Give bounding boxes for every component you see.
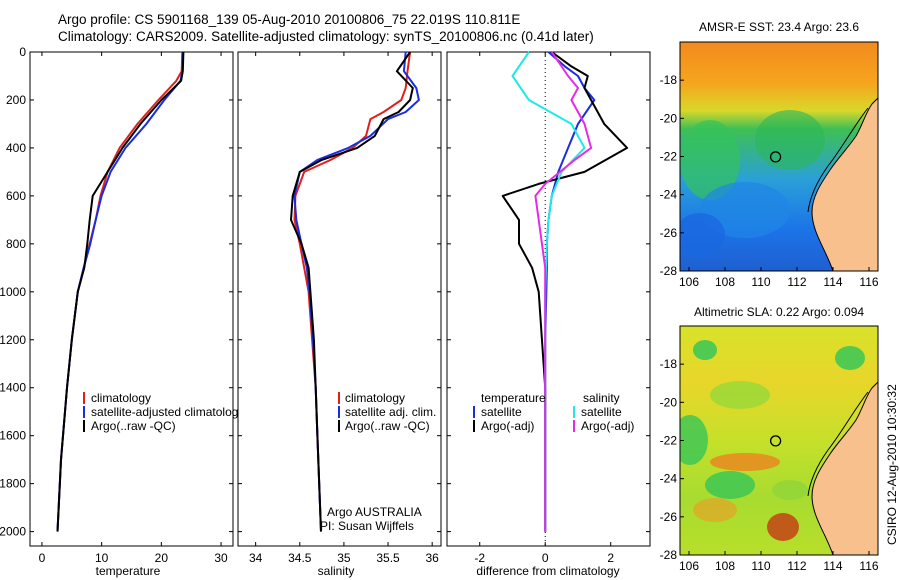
map-y-tick-label: -26 (660, 226, 678, 240)
series-line-argo-raw-qc- (56, 51, 185, 532)
series-line-argo-raw-qc- (290, 51, 414, 532)
x-tick-label: 35 (337, 551, 351, 565)
temperature-xlabel: temperature (96, 564, 161, 578)
y-tick-label: 400 (6, 141, 26, 155)
difference-legend: temperature satellite Argo(-adj) salinit… (473, 391, 634, 433)
map-y-tick-label: -24 (660, 472, 678, 486)
salinity-legend: climatology satellite adj. clim. Argo(..… (320, 391, 436, 533)
salinity-xlabel: salinity (318, 564, 355, 578)
sst-map-panel: AMSR-E SST: 23.4 Argo: 23.6 106 108 110 112… (660, 20, 879, 289)
legend-label-satellite: satellite-adjusted climatolog (91, 405, 238, 419)
map-y-tick-label: -18 (660, 73, 678, 87)
y-tick-label: 800 (6, 237, 26, 251)
y-tick-label: 1200 (0, 333, 26, 347)
map-y-tick-label: -28 (660, 548, 678, 562)
map-x-tick-label: 114 (823, 559, 842, 573)
y-tick-label: 1600 (0, 429, 26, 443)
difference-xlabel: difference from climatology (476, 564, 619, 578)
y-tick-label: 200 (6, 93, 26, 107)
sla-map-panel: Altimetric SLA: 0.22 Argo: 0.094 106 108 1… (660, 305, 879, 573)
y-tick-label: 0 (19, 45, 26, 59)
x-tick-label: 2 (607, 551, 614, 565)
map-y-tick-label: -26 (660, 510, 678, 524)
salinity-panel: 34 34.5 35 35.5 36 salinity (237, 51, 442, 578)
temperature-panel: 0 10 20 30 0 200 400 600 800 1000 1200 1400 1600 1800… (0, 45, 234, 578)
x-tick-label: 34.5 (288, 551, 312, 565)
legend-label-temp-satellite: satellite (481, 405, 522, 419)
legend-label-argo: Argo(..raw -QC) (91, 419, 176, 433)
sla-float-marker (769, 435, 782, 447)
credit-text: CSIRO 12-Aug-2010 10:30:32 (885, 384, 899, 545)
series-line-temperature-argo-adj- (501, 51, 629, 532)
y-tick-label: 1800 (0, 477, 26, 491)
x-tick-label: 36 (425, 551, 439, 565)
map-x-tick-label: 116 (859, 275, 878, 289)
y-tick-label: 1400 (0, 381, 26, 395)
map-x-tick-label: 112 (787, 275, 806, 289)
x-tick-label: 35.5 (376, 551, 400, 565)
y-tick-label: 600 (6, 189, 26, 203)
map-x-tick-label: 114 (823, 275, 842, 289)
y-tick-label: 1000 (0, 285, 26, 299)
x-tick-label: 34 (249, 551, 263, 565)
difference-panel: -2 0 2 difference from climatology (446, 51, 651, 578)
map-y-tick-label: -20 (660, 395, 678, 409)
sla-map-title: Altimetric SLA: 0.22 Argo: 0.094 (694, 305, 864, 319)
legend-label-satellite: satellite adj. clim. (345, 405, 436, 419)
map-y-tick-label: -22 (660, 150, 678, 164)
series-line-salinity-argo-adj- (534, 51, 593, 532)
map-x-tick-label: 108 (715, 559, 735, 573)
map-y-tick-label: -20 (660, 111, 678, 125)
x-tick-label: 0 (39, 551, 46, 565)
sst-map-title: AMSR-E SST: 23.4 Argo: 23.6 (699, 20, 859, 34)
annotation-program: Argo AUSTRALIA (327, 505, 422, 519)
map-y-tick-label: -24 (660, 188, 678, 202)
map-x-tick-label: 110 (751, 275, 770, 289)
x-tick-label: 0 (542, 551, 549, 565)
figure-title-line2: Climatology: CARS2009. Satellite-adjuste… (58, 29, 594, 44)
legend-label-climatology: climatology (91, 391, 151, 405)
annotation-pi: PI: Susan Wijffels (320, 519, 414, 533)
map-y-tick-label: -18 (660, 357, 678, 371)
map-y-tick-label: -28 (660, 264, 678, 278)
map-x-tick-label: 112 (787, 559, 806, 573)
legend-label-temp-argo: Argo(-adj) (481, 419, 534, 433)
y-tick-label: 2000 (0, 525, 26, 539)
map-y-tick-label: -22 (660, 434, 678, 448)
x-tick-label: 10 (95, 551, 109, 565)
legend-title-temperature: temperature (481, 391, 546, 405)
map-x-tick-label: 116 (859, 559, 878, 573)
sst-float-marker (769, 151, 782, 163)
legend-title-salinity: salinity (583, 391, 620, 405)
map-x-tick-label: 106 (679, 275, 699, 289)
map-x-tick-label: 110 (751, 559, 770, 573)
x-tick-label: 30 (214, 551, 228, 565)
legend-label-sal-satellite: satellite (581, 405, 622, 419)
legend-label-argo: Argo(..raw -QC) (345, 419, 430, 433)
legend-label-sal-argo: Argo(-adj) (581, 419, 634, 433)
map-x-tick-label: 108 (715, 275, 735, 289)
x-tick-label: 20 (155, 551, 169, 565)
map-x-tick-label: 106 (679, 559, 699, 573)
temperature-legend: climatology satellite-adjusted climatolo… (83, 391, 238, 433)
figure-title-line1: Argo profile: CS 5901168_139 05-Aug-2010… (58, 12, 521, 27)
legend-label-climatology: climatology (345, 391, 405, 405)
x-tick-label: -2 (474, 551, 485, 565)
